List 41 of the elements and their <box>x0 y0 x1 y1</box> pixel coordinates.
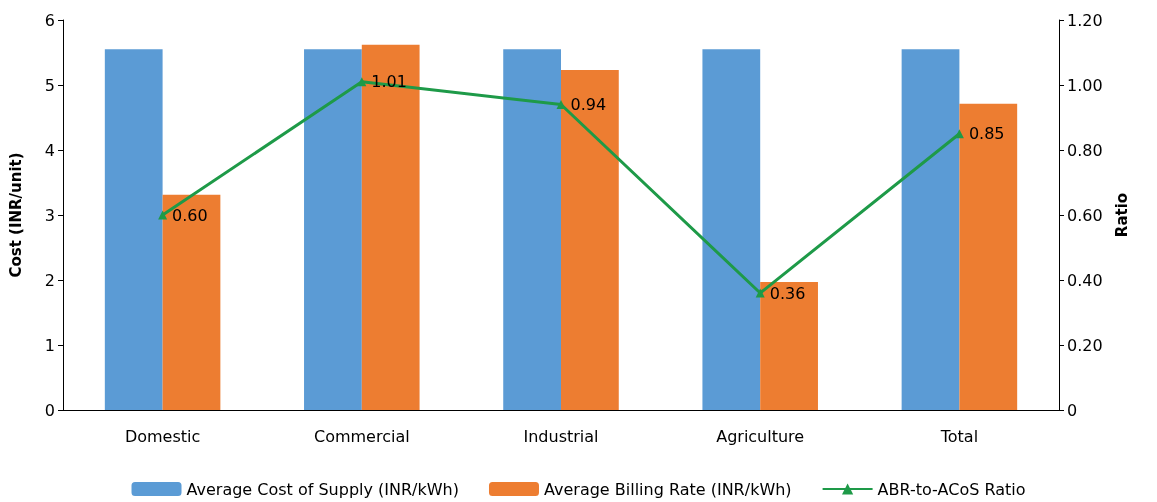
bar <box>104 49 163 410</box>
data-label: 0.94 <box>570 95 607 114</box>
point <box>158 210 168 220</box>
legend-label: Average Cost of Supply (INR/kWh) <box>186 479 459 499</box>
bar <box>304 49 362 410</box>
y2-axis-title: Ratio <box>1112 192 1131 238</box>
y2-tick-label: 1.20 <box>1067 10 1103 30</box>
x-tick-label: Total <box>939 426 979 446</box>
data-label: 0.36 <box>769 283 806 303</box>
y-tick-label: 5 <box>44 75 55 95</box>
y-axis-title: Cost (INR/unit) <box>6 152 25 278</box>
y2-tick-label: 1.00 <box>1067 75 1103 95</box>
bar <box>561 70 619 410</box>
y2-tick-label: 0.80 <box>1067 140 1103 160</box>
y2-tick-label: 0.60 <box>1067 205 1103 225</box>
point <box>755 288 765 298</box>
x-tick-label: Commercial <box>313 426 410 446</box>
bar <box>503 49 561 410</box>
bar <box>760 281 818 410</box>
x-tick-label: Agriculture <box>716 426 805 446</box>
y2-tick-label: 0 <box>1067 400 1078 420</box>
y2-tick-label: 0.20 <box>1067 335 1103 355</box>
legend-label: ABR-to-ACoS Ratio <box>877 479 1026 499</box>
y-tick-label: 0 <box>44 400 55 420</box>
bar <box>959 103 1018 410</box>
y-tick-label: 1 <box>44 335 55 355</box>
x-tick-label: Domestic <box>124 426 201 446</box>
point <box>954 129 964 139</box>
y-tick-label: 3 <box>44 205 55 225</box>
bar <box>361 44 420 410</box>
bar <box>901 49 960 410</box>
y-tick-label: 2 <box>44 270 55 290</box>
data-label: 0.60 <box>172 205 208 225</box>
y2-tick-label: 0.40 <box>1067 270 1103 290</box>
y-tick-label: 4 <box>44 140 55 160</box>
x-tick-label: Industrial <box>523 426 599 446</box>
legend-label: Average Billing Rate (INR/kWh) <box>543 479 792 499</box>
y-tick-label: 6 <box>44 10 55 30</box>
bar <box>702 49 761 410</box>
data-label: 0.85 <box>968 124 1005 144</box>
bar <box>162 194 221 410</box>
